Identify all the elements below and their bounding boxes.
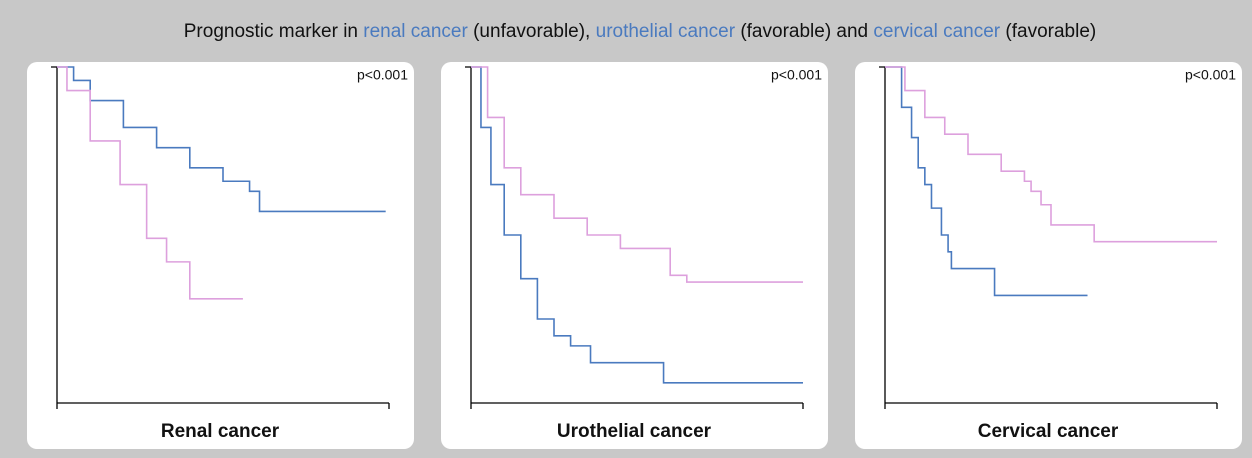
survival-curve [471,66,803,384]
panel: p<0.001 Renal cancer [27,62,414,449]
page-title: Prognostic marker in renal cancer (unfav… [184,21,1096,42]
axes [51,66,390,409]
chart-title: Cervical cancer [978,421,1119,442]
axes [879,66,1218,409]
survival-curve [885,66,1088,297]
title-part: (favorable) and [735,21,873,42]
axes [465,66,804,409]
survival-curve [57,66,243,300]
survival-curve [885,66,1217,243]
panel-background [441,62,828,449]
panel: p<0.001 Cervical cancer [855,62,1242,449]
panel-background [855,62,1242,449]
p-value: p<0.001 [1185,67,1236,83]
survival-curve [57,66,386,213]
panel-background [27,62,414,449]
panel: p<0.001 Urothelial cancer [441,62,828,449]
chart-title: Urothelial cancer [557,421,712,442]
title-part: (favorable) [1000,21,1096,42]
title-part: urothelial cancer [596,21,736,42]
survival-curve [471,66,803,283]
p-value: p<0.001 [357,67,408,83]
title-part: Prognostic marker in [184,21,364,42]
title-part: cervical cancer [873,21,1000,42]
title-part: renal cancer [363,21,468,42]
p-value: p<0.001 [771,67,822,83]
title-part: (unfavorable), [468,21,596,42]
chart-title: Renal cancer [161,421,280,442]
